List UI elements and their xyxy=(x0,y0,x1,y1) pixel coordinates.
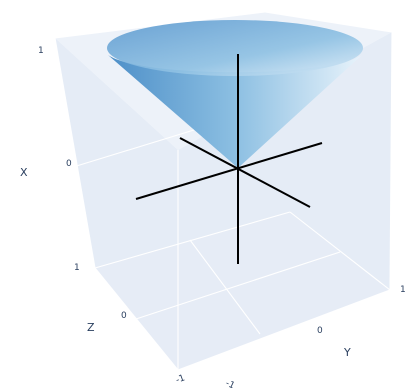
z-axis-title: Z xyxy=(87,321,95,334)
floor-pane xyxy=(95,212,390,370)
x-tick-label: 1 xyxy=(38,46,44,56)
gridline xyxy=(289,211,391,291)
y-axis-title: Y xyxy=(343,346,351,359)
gridline xyxy=(94,267,179,371)
x-axis-line xyxy=(179,137,311,208)
z-tick-label: -1 xyxy=(175,373,187,385)
gridline xyxy=(389,31,393,291)
z-tick-label: 1 xyxy=(74,263,80,273)
y-tick-label: 0 xyxy=(317,326,323,336)
gridline xyxy=(54,37,96,269)
gridline xyxy=(264,11,393,33)
grid-lines xyxy=(54,11,393,371)
axis-lines xyxy=(135,54,323,264)
cone-body xyxy=(108,55,362,168)
y-tick-label: 1 xyxy=(400,285,406,295)
tick-labels: 1 0 1 0 -1 -1 0 1 xyxy=(38,46,406,388)
cone-surface xyxy=(107,20,363,168)
gridline xyxy=(135,251,341,320)
y-tick-label: -1 xyxy=(224,379,236,388)
x-axis-title: X xyxy=(20,166,28,179)
axis-titles: X Z Y xyxy=(20,166,351,359)
gridline xyxy=(54,11,266,39)
gridline xyxy=(177,289,391,371)
gridline xyxy=(189,239,261,335)
y-axis-line xyxy=(135,142,323,200)
gridline xyxy=(94,211,291,269)
x-tick-label: 0 xyxy=(66,159,72,169)
z-tick-label: 0 xyxy=(121,311,127,321)
cone-rim xyxy=(107,20,363,76)
